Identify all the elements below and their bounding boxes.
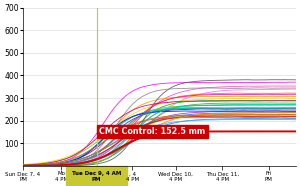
Text: CMC Control: 152.5 mm: CMC Control: 152.5 mm [99, 127, 206, 136]
